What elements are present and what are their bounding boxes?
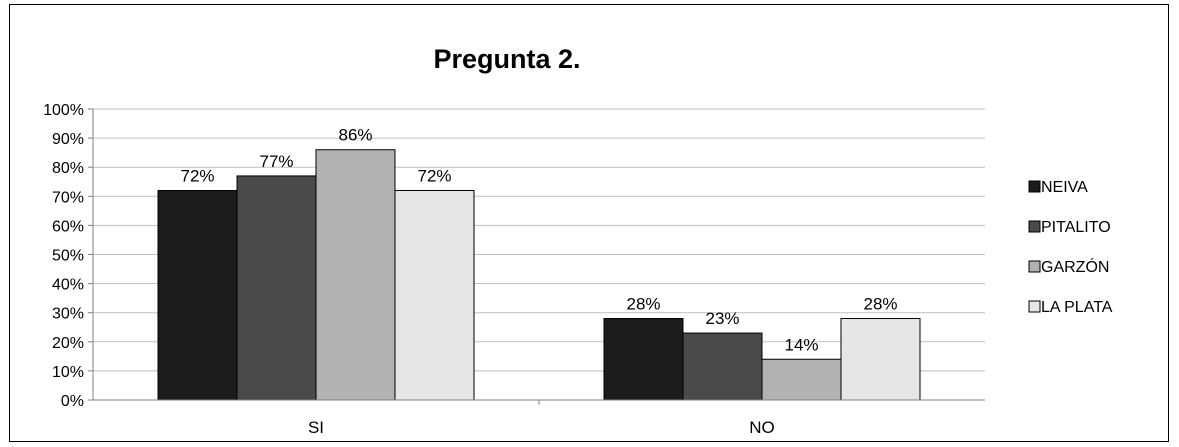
- legend-swatch: [1028, 180, 1041, 193]
- y-tick-label: 50%: [52, 248, 84, 265]
- y-tick-label: 100%: [43, 102, 84, 119]
- bar: [236, 175, 317, 401]
- data-label: 28%: [863, 295, 897, 314]
- bar: [157, 189, 238, 401]
- y-tick-label: 80%: [52, 160, 84, 177]
- bars: [157, 149, 921, 401]
- legend-swatch: [1028, 300, 1041, 313]
- y-tick-label: 20%: [52, 335, 84, 352]
- bar: [761, 358, 842, 401]
- x-axis-categories: SI NO: [308, 400, 775, 437]
- data-label: 72%: [417, 166, 451, 185]
- x-category-label: NO: [749, 418, 775, 437]
- bar: [394, 189, 475, 401]
- y-tick-label: 30%: [52, 306, 84, 323]
- legend-swatch: [1028, 260, 1041, 273]
- legend-label: LA PLATA: [1041, 299, 1113, 316]
- y-tick-label: 60%: [52, 218, 84, 235]
- legend-label: NEIVA: [1041, 179, 1088, 196]
- y-tick-label: 90%: [52, 131, 84, 148]
- legend-label: GARZÓN: [1041, 257, 1109, 276]
- y-tick-label: 70%: [52, 189, 84, 206]
- data-label: 28%: [626, 295, 660, 314]
- y-axis-ticks: 0% 10% 20% 30% 40% 50% 60% 70% 80% 90% 100%: [43, 102, 93, 410]
- data-label: 86%: [338, 126, 372, 145]
- data-label: 14%: [784, 335, 818, 354]
- legend-label: PITALITO: [1041, 219, 1111, 236]
- chart-title: Pregunta 2.: [433, 44, 580, 74]
- legend-swatch: [1028, 220, 1041, 233]
- bar: [315, 149, 396, 401]
- data-label: 77%: [259, 152, 293, 171]
- bar: [840, 318, 921, 401]
- bar: [603, 318, 684, 401]
- data-label: 72%: [180, 166, 214, 185]
- x-category-label: SI: [308, 418, 324, 437]
- y-tick-label: 10%: [52, 364, 84, 381]
- y-tick-label: 0%: [61, 393, 84, 410]
- data-label: 23%: [705, 309, 739, 328]
- y-tick-label: 40%: [52, 277, 84, 294]
- legend: NEIVA PITALITO GARZÓN LA PLATA: [1028, 179, 1113, 316]
- bar: [682, 332, 763, 401]
- data-labels: 72% 77% 86% 72% 28% 23% 14% 28%: [180, 126, 897, 355]
